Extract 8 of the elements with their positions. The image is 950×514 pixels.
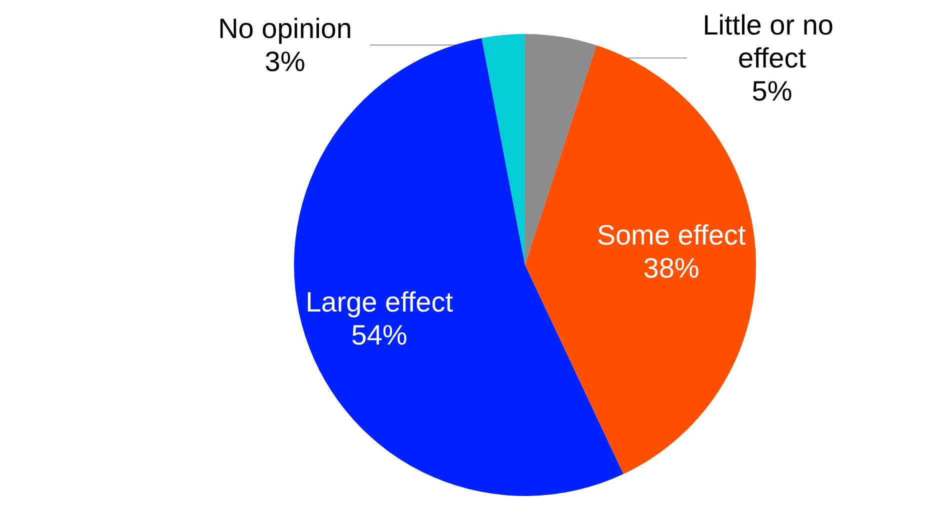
data-label: 38% — [643, 252, 700, 284]
data-label: 54% — [351, 320, 408, 351]
slice-label: No opinion — [218, 13, 352, 44]
data-label: 5% — [752, 76, 792, 106]
slice-label: Little or no effect — [702, 10, 842, 74]
data-label: 3% — [264, 46, 306, 77]
slice-label: Large effect — [306, 286, 454, 318]
slice-label: Some effect — [596, 220, 746, 251]
